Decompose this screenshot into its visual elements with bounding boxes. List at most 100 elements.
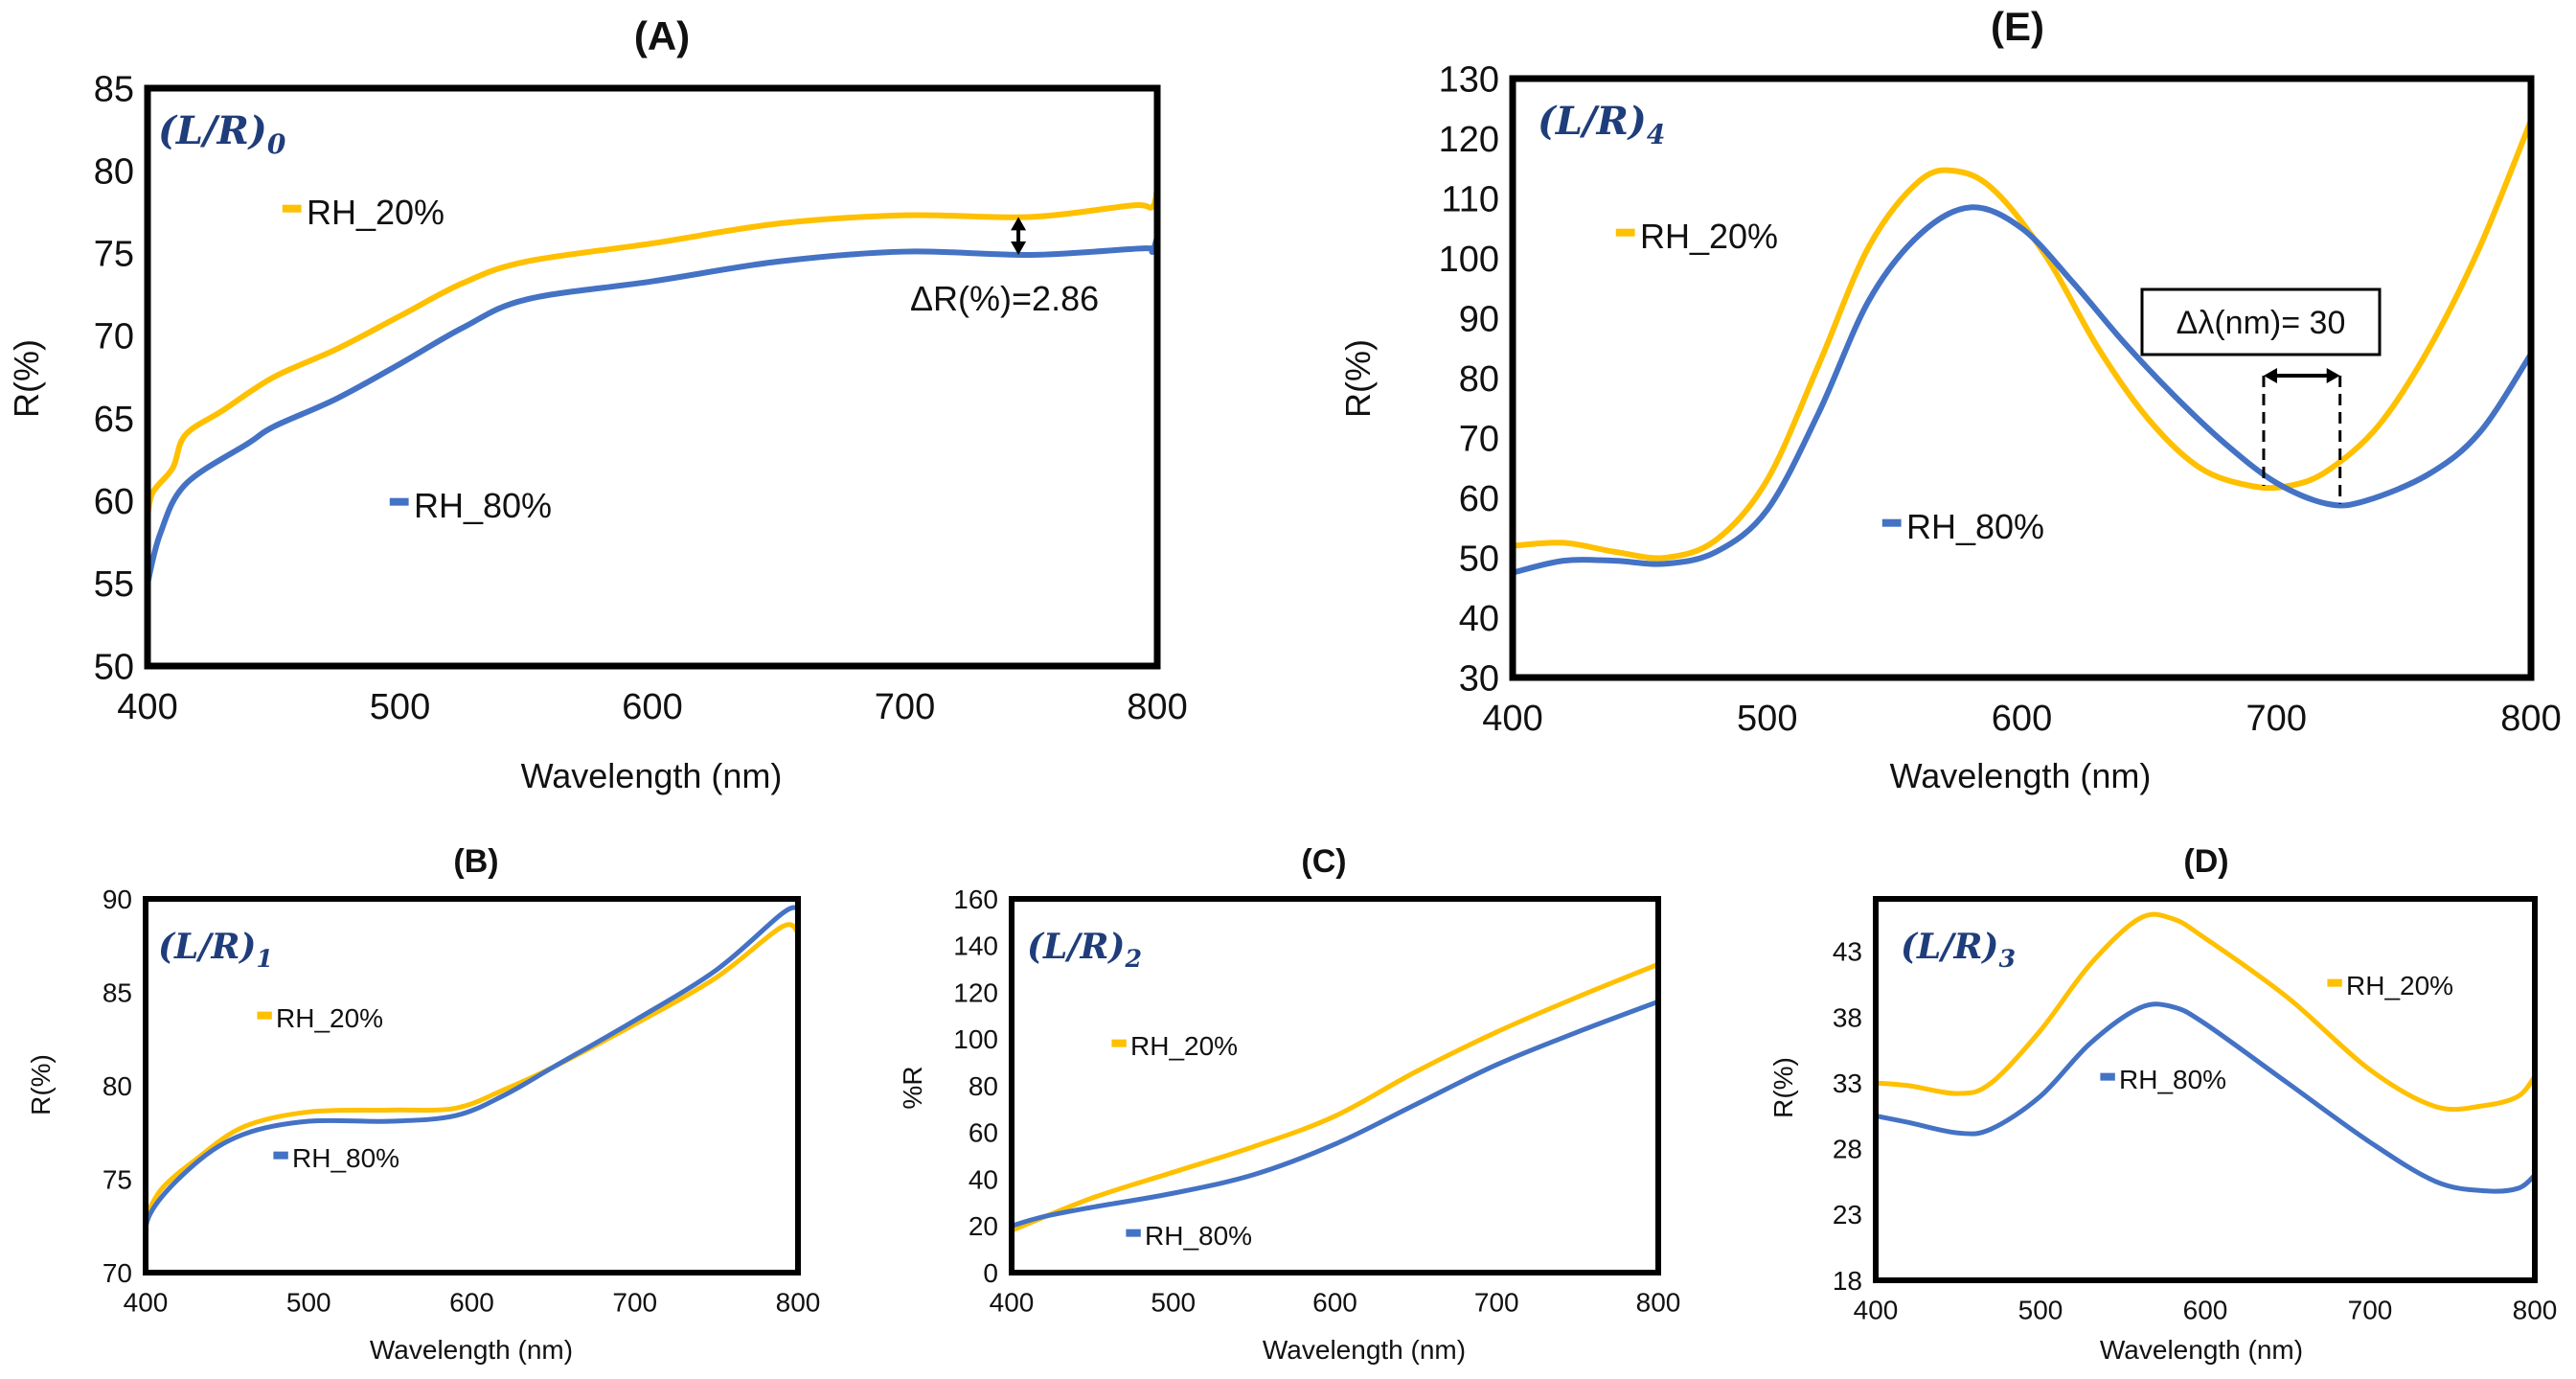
- y-tick-label: 50: [94, 647, 134, 687]
- y-tick-label: 0: [983, 1258, 998, 1288]
- y-axis-label: %R: [898, 1066, 927, 1109]
- x-tick-label: 700: [2348, 1296, 2393, 1325]
- x-tick-label: 600: [449, 1288, 494, 1318]
- sample-label-index: 1: [256, 944, 273, 973]
- x-tick-label: 500: [1737, 699, 1797, 739]
- chart-title: (C): [1301, 843, 1346, 880]
- x-tick-label: 600: [622, 687, 682, 727]
- y-tick-label: 90: [1459, 299, 1499, 339]
- series-line-rh80: [148, 236, 1157, 585]
- plot-frame: [1873, 896, 2538, 1283]
- legend-label-rh80: RH_80%: [2119, 1065, 2226, 1094]
- x-axis-label: Wavelength (nm): [370, 1335, 573, 1365]
- y-tick-label: 90: [103, 885, 132, 914]
- y-axis-label: R(%): [7, 339, 46, 418]
- plot-frame: [1509, 75, 2535, 681]
- delta-r-arrow-head-up: [1011, 217, 1027, 231]
- y-tick-label: 20: [969, 1211, 998, 1241]
- x-tick-label: 800: [2513, 1296, 2558, 1325]
- y-tick-label: 60: [969, 1118, 998, 1148]
- y-tick-label: 75: [103, 1164, 132, 1194]
- legend-label-rh20: RH_20%: [2346, 971, 2453, 1000]
- legend-label-rh80: RH_80%: [1145, 1221, 1252, 1251]
- legend-label-rh20: RH_20%: [1640, 217, 1778, 256]
- legend-label-rh20: RH_20%: [276, 1003, 383, 1033]
- x-tick-label: 500: [2018, 1296, 2063, 1325]
- sample-label-base: (L/R): [158, 108, 267, 153]
- panel-B: (B) 70 75 80 85 90 400 500 600 700 800 Wavelength (…: [26, 843, 820, 1365]
- legend-label-rh80: RH_80%: [414, 486, 552, 525]
- y-axis-label: R(%): [1338, 339, 1378, 418]
- x-tick-label: 400: [117, 687, 177, 727]
- legend-marker-rh80: [389, 497, 409, 506]
- panel-E: (E) 30 40 50 60 70 80 90 100 110 120 130 400 500 600 70…: [1338, 4, 2562, 795]
- delta-r-arrow-head-down: [1011, 241, 1027, 256]
- x-tick-label: 600: [1312, 1288, 1357, 1318]
- x-axis-label: Wavelength (nm): [521, 756, 783, 795]
- legend-marker-rh80: [1881, 518, 1902, 527]
- y-tick-label: 55: [94, 564, 134, 605]
- y-tick-label: 80: [103, 1071, 132, 1101]
- x-tick-label: 500: [370, 687, 430, 727]
- legend-marker-rh20: [1615, 228, 1635, 237]
- y-tick-label: 80: [969, 1071, 998, 1101]
- y-tick-label: 60: [1459, 479, 1499, 519]
- chart-title: (D): [2183, 843, 2228, 880]
- x-tick-label: 800: [1636, 1288, 1681, 1318]
- y-tick-label: 23: [1833, 1200, 1862, 1230]
- x-tick-label: 600: [1992, 699, 2052, 739]
- x-tick-label: 800: [2500, 699, 2561, 739]
- legend-marker-rh80: [2100, 1072, 2115, 1081]
- series-line-rh80: [1876, 1001, 2535, 1194]
- sample-label-base: (L/R): [158, 927, 256, 967]
- x-axis-label: Wavelength (nm): [1890, 756, 2152, 795]
- legend-label-rh80: RH_80%: [1906, 507, 2044, 546]
- plot-frame: [143, 896, 801, 1276]
- y-tick-label: 38: [1833, 1002, 1862, 1032]
- sample-label: (L/R)2: [1027, 927, 1142, 973]
- y-tick-label: 70: [94, 317, 134, 357]
- x-axis-label: Wavelength (nm): [2100, 1335, 2303, 1365]
- x-tick-label: 600: [2183, 1296, 2228, 1325]
- sample-label-index: 2: [1124, 944, 1142, 973]
- legend-label-rh20: RH_20%: [307, 193, 445, 232]
- y-tick-label: 43: [1833, 937, 1862, 967]
- x-tick-label: 400: [1854, 1296, 1899, 1325]
- y-tick-label: 60: [94, 482, 134, 522]
- chart-title: (E): [1991, 4, 2044, 49]
- y-tick-label: 80: [94, 151, 134, 192]
- plot-frame: [1009, 896, 1661, 1276]
- sample-label-index: 3: [1998, 944, 2016, 973]
- legend-marker-rh80: [1126, 1229, 1141, 1237]
- legend-label-rh20: RH_20%: [1130, 1031, 1238, 1061]
- sample-label: (L/R)1: [158, 927, 273, 973]
- x-tick-label: 700: [2246, 699, 2307, 739]
- y-tick-label: 110: [1441, 179, 1499, 219]
- y-tick-label: 85: [103, 977, 132, 1007]
- series-line-rh80: [146, 905, 798, 1273]
- series-line-rh20: [1876, 911, 2535, 1113]
- y-tick-label: 40: [969, 1164, 998, 1194]
- sample-label: (L/R)3: [1901, 927, 2016, 973]
- panel-A: (A) 50 55 60 65 70 75 80 85 400 500 600 700 800 Wavele…: [7, 13, 1188, 795]
- x-tick-label: 700: [1474, 1288, 1519, 1318]
- series-line-rh80: [1513, 204, 2531, 576]
- y-tick-label: 30: [1459, 658, 1499, 699]
- y-tick-label: 18: [1833, 1266, 1862, 1296]
- y-tick-label: 33: [1833, 1069, 1862, 1098]
- series-line-rh20: [146, 922, 798, 1218]
- y-tick-label: 80: [1459, 359, 1499, 400]
- x-tick-label: 500: [286, 1288, 331, 1318]
- legend-marker-rh80: [273, 1151, 288, 1160]
- sample-label-index: 0: [267, 128, 286, 160]
- series-line-rh20: [1012, 961, 1658, 1233]
- legend-marker-rh20: [257, 1011, 272, 1020]
- y-axis-label: R(%): [1768, 1057, 1798, 1118]
- panel-C: (C) 0 20 40 60 80 100 120 140 160 400 500 600 700 800 W…: [898, 843, 1680, 1365]
- y-axis-label: R(%): [26, 1054, 56, 1115]
- y-tick-label: 40: [1459, 599, 1499, 639]
- x-tick-label: 700: [612, 1288, 657, 1318]
- sample-label-index: 4: [1647, 119, 1665, 150]
- delta-lambda-annotation: Δλ(nm)= 30: [2177, 305, 2346, 341]
